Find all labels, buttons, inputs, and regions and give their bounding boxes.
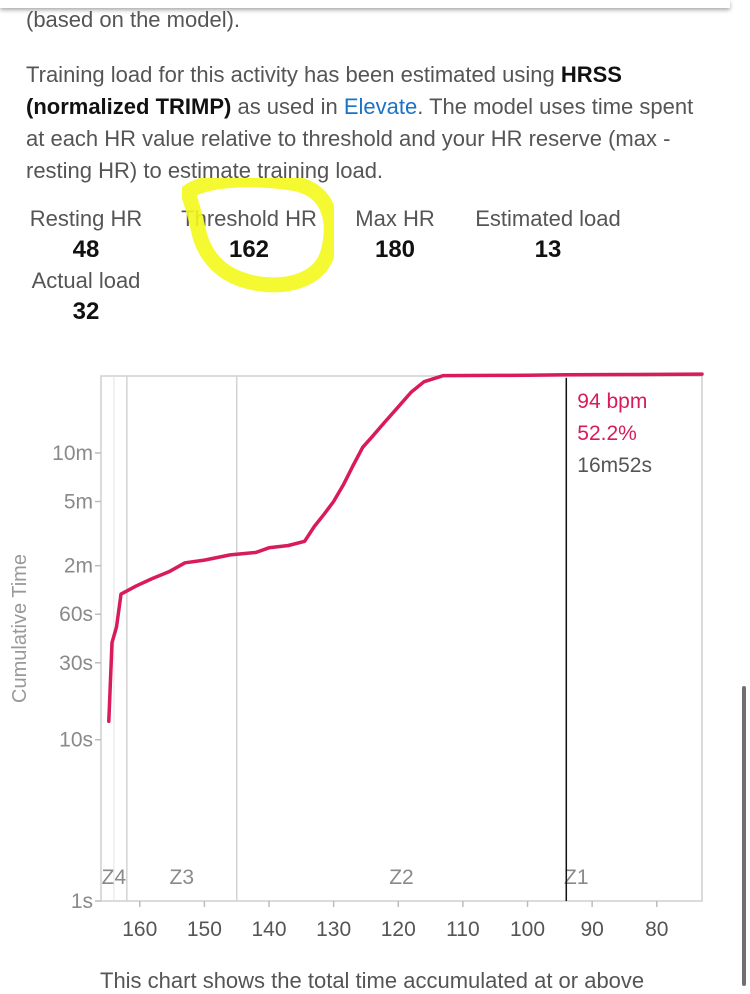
stat-value: 162 xyxy=(228,236,270,263)
x-tick-label: 110 xyxy=(446,918,479,941)
cursor-time-label: 16m52s xyxy=(577,454,652,477)
zone-label: Z2 xyxy=(389,866,414,889)
stat-value: 48 xyxy=(72,236,100,263)
training-load-description: Training load for this activity has been… xyxy=(26,59,716,187)
y-tick-label: 30s xyxy=(59,652,93,675)
x-tick-label: 140 xyxy=(251,918,286,941)
stat-threshold-hr: Threshold HR 162 xyxy=(176,206,322,264)
plot-frame xyxy=(100,375,703,902)
stat-max-hr: Max HR 180 xyxy=(352,206,438,264)
y-tick-label: 10m xyxy=(52,442,93,465)
x-tick-label: 150 xyxy=(187,918,222,941)
desc-bold-hrss: HRSS xyxy=(560,62,622,87)
cursor-percent-label: 52.2% xyxy=(577,422,637,445)
y-tick-label: 10s xyxy=(59,729,93,752)
stat-value: 32 xyxy=(72,298,100,325)
zone-label: Z1 xyxy=(564,866,589,889)
stat-resting-hr: Resting HR 48 xyxy=(26,206,146,264)
stat-estimated-load: Estimated load 13 xyxy=(466,206,630,264)
stat-label: Resting HR xyxy=(29,206,143,231)
x-tick-label: 130 xyxy=(316,918,351,941)
series-line xyxy=(107,372,704,724)
desc-part1: Training load for this activity has been… xyxy=(26,62,561,87)
desc-bold-trimp: (normalized TRIMP) xyxy=(26,94,232,119)
x-tick-label: 120 xyxy=(381,918,416,941)
stat-value: 180 xyxy=(374,236,416,263)
y-tick-label: 1s xyxy=(71,890,93,913)
y-tick-label: 60s xyxy=(59,603,93,626)
desc-part3: . The model uses time spent at each HR v… xyxy=(26,94,694,183)
x-tick-label: 90 xyxy=(580,918,603,941)
stat-label: Max HR xyxy=(355,206,435,231)
stat-label: Threshold HR xyxy=(181,206,317,231)
zone-label: Z3 xyxy=(170,866,195,889)
x-tick-label: 160 xyxy=(122,918,157,941)
x-tick-label: 80 xyxy=(645,918,668,941)
chart-footnote: This chart shows the total time accumula… xyxy=(100,968,645,993)
intro-tail-text: (based on the model). xyxy=(26,7,241,32)
stat-label: Actual load xyxy=(31,268,141,293)
y-tick-label: 2m xyxy=(64,555,93,578)
app-bar-shadow xyxy=(0,0,730,8)
y-tick-label: 5m xyxy=(64,490,93,513)
stat-label: Estimated load xyxy=(475,206,621,231)
y-axis-label: Cumulative Time xyxy=(9,554,31,703)
scrollbar[interactable] xyxy=(742,686,746,986)
stat-value: 13 xyxy=(534,236,562,263)
x-tick-label: 100 xyxy=(510,918,545,941)
elevate-link[interactable]: Elevate xyxy=(343,94,418,119)
desc-part2: as used in xyxy=(231,94,344,119)
cursor-bpm-label: 94 bpm xyxy=(577,390,647,413)
stat-actual-load: Actual load 32 xyxy=(26,268,146,326)
